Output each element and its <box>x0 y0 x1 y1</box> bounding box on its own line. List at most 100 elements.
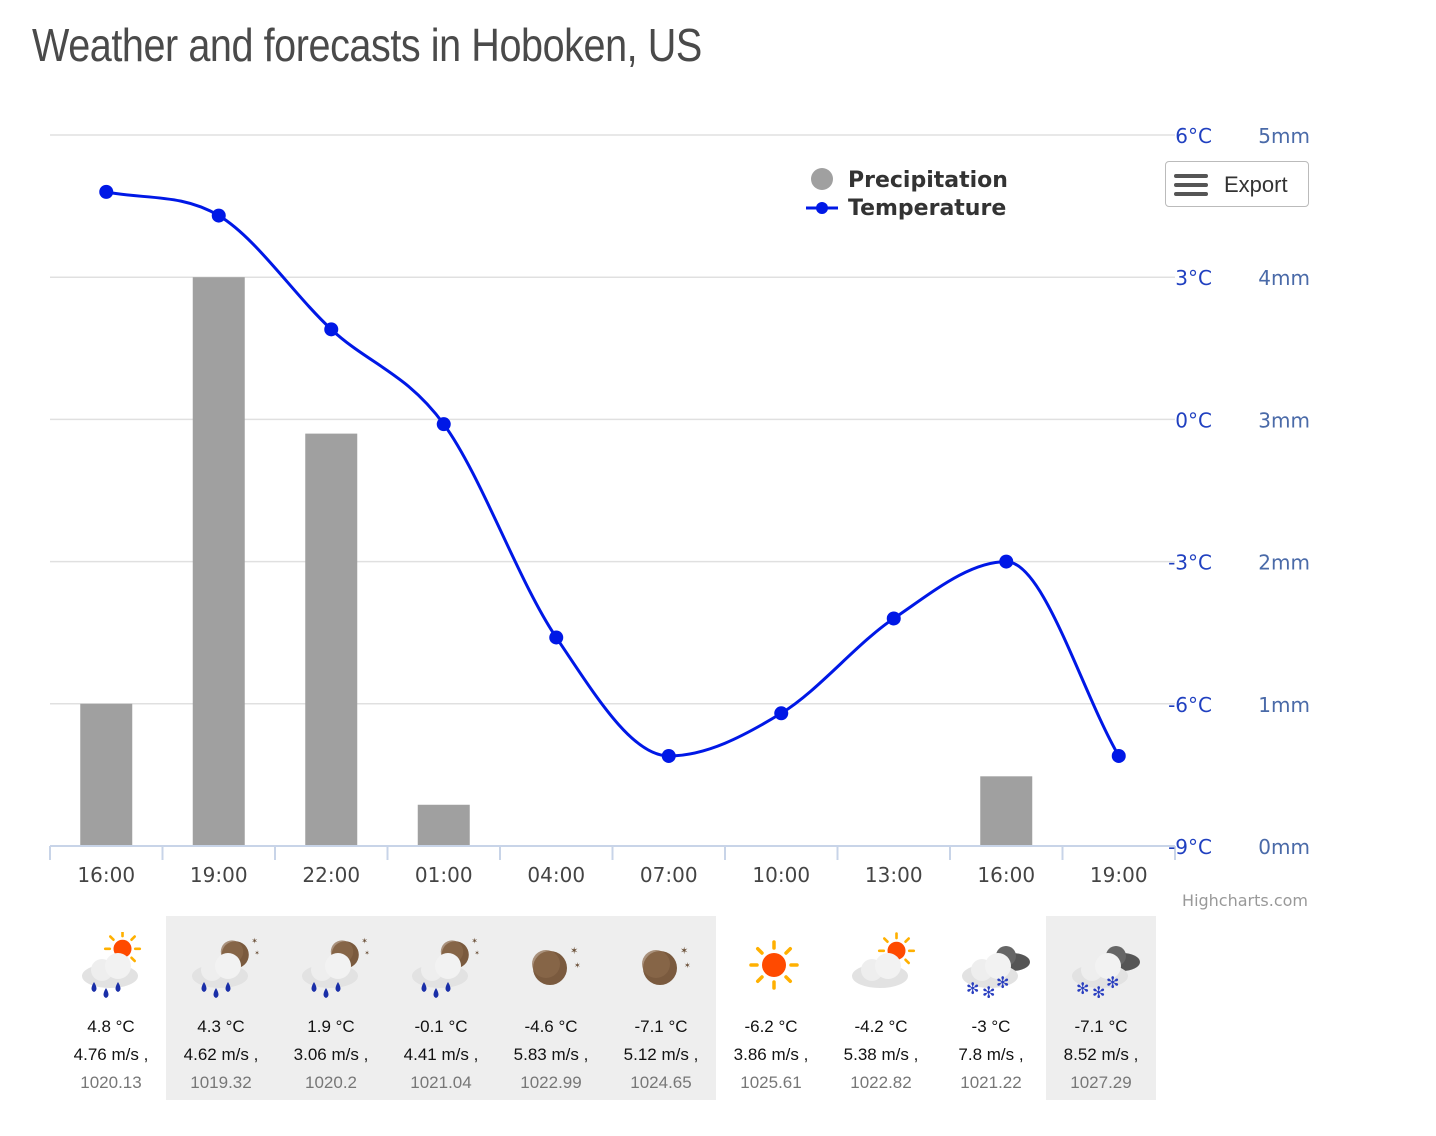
forecast-temperature: -0.1 °C <box>414 1017 468 1036</box>
rain-moon-icon: ✶ ✶ <box>406 932 482 998</box>
forecast-wind: 7.8 m/s , <box>958 1045 1024 1064</box>
forecast-cell: ✶ ✶ 1.9 °C 3.06 m/s , 1020.2 <box>276 916 386 1100</box>
x-tick-label: 22:00 <box>302 863 360 887</box>
legend-precipitation-label[interactable]: Precipitation <box>848 168 1008 193</box>
y-tick-precip: 0mm <box>1258 835 1310 859</box>
y-tick-temp: -9°C <box>1168 835 1212 859</box>
x-tick-label: 19:00 <box>1090 863 1148 887</box>
y-tick-precip: 2mm <box>1258 551 1310 575</box>
x-tick-label: 19:00 <box>190 863 248 887</box>
credits-link[interactable]: Highcharts.com <box>1182 891 1308 910</box>
forecast-pressure: 1024.65 <box>630 1073 692 1092</box>
svg-text:✻: ✻ <box>1106 973 1119 992</box>
y-axis-labels: 6°C 3°C 0°C -3°C -6°C -9°C 5mm 4mm 3mm 2mm 1mm 0mm <box>1168 124 1310 859</box>
hamburger-menu-icon <box>1174 174 1208 196</box>
temperature-point[interactable] <box>774 706 789 721</box>
forecast-cell: -4.2 °C 5.38 m/s , 1022.82 <box>826 916 936 1100</box>
forecast-cell: ✻ ✻ ✻ -3 °C 7.8 m/s , 1021.22 <box>936 916 1046 1100</box>
x-tick-label: 10:00 <box>752 863 810 887</box>
cloud-sun-icon <box>846 932 922 998</box>
temperature-point[interactable] <box>324 322 339 337</box>
y-tick-temp: 6°C <box>1175 124 1212 148</box>
snow-cloud-icon: ✻ ✻ ✻ <box>1066 932 1142 1002</box>
forecast-strip: 4.8 °C 4.76 m/s , 1020.13 ✶ ✶ 4.3 °C 4.62 m/s … <box>52 916 1162 1102</box>
forecast-wind: 5.12 m/s , <box>623 1045 699 1064</box>
forecast-temperature: -7.1 °C <box>634 1017 688 1036</box>
forecast-pressure: 1019.32 <box>190 1073 252 1092</box>
forecast-wind: 8.52 m/s , <box>1063 1045 1139 1064</box>
forecast-cell: ✻ ✻ ✻ -7.1 °C 8.52 m/s , 1027.29 <box>1046 916 1156 1100</box>
y-tick-temp: 0°C <box>1175 408 1212 432</box>
svg-text:✶: ✶ <box>361 937 368 946</box>
temperature-point[interactable] <box>99 184 114 199</box>
y-tick-precip: 1mm <box>1258 693 1310 717</box>
x-tick-label: 13:00 <box>865 863 923 887</box>
forecast-temperature: -3 °C <box>971 1017 1011 1036</box>
forecast-temperature: 4.3 °C <box>197 1017 245 1036</box>
precipitation-bar[interactable] <box>192 277 245 846</box>
forecast-cell: ✶ ✶ 4.3 °C 4.62 m/s , 1019.32 <box>166 916 276 1100</box>
forecast-cell: ✶ ✶ -4.6 °C 5.83 m/s , 1022.99 <box>496 916 606 1100</box>
temperature-point[interactable] <box>211 208 226 223</box>
temperature-point[interactable] <box>549 630 564 645</box>
forecast-wind: 4.41 m/s , <box>403 1045 479 1064</box>
y-tick-temp: 3°C <box>1175 266 1212 290</box>
x-tick-label: 07:00 <box>640 863 698 887</box>
forecast-temperature: -4.6 °C <box>524 1017 578 1036</box>
svg-text:✻: ✻ <box>996 973 1009 992</box>
svg-text:✶: ✶ <box>684 961 691 970</box>
forecast-pressure: 1021.04 <box>410 1073 472 1092</box>
legend-temperature-label[interactable]: Temperature <box>848 196 1006 221</box>
x-tick-label: 16:00 <box>977 863 1035 887</box>
y-tick-precip: 3mm <box>1258 408 1310 432</box>
moon-icon: ✶ ✶ <box>516 932 592 998</box>
legend[interactable]: Precipitation Temperature <box>806 168 1008 221</box>
weather-chart: 16:00 19:00 22:00 01:00 04:00 07:00 10:00 13:00… <box>49 124 1310 910</box>
export-button-label: Export <box>1224 172 1288 197</box>
precipitation-bar[interactable] <box>417 804 470 846</box>
y-tick-precip: 5mm <box>1258 124 1310 148</box>
temperature-point[interactable] <box>1111 748 1126 763</box>
snow-cloud-icon: ✻ ✻ ✻ <box>956 932 1032 1002</box>
svg-text:✻: ✻ <box>966 979 979 998</box>
temperature-point[interactable] <box>999 554 1014 569</box>
forecast-wind: 5.38 m/s , <box>843 1045 919 1064</box>
temperature-point[interactable] <box>436 417 451 432</box>
svg-text:✶: ✶ <box>680 946 688 957</box>
forecast-wind: 3.86 m/s , <box>733 1045 809 1064</box>
forecast-temperature: -7.1 °C <box>1074 1017 1128 1036</box>
x-axis: 16:00 19:00 22:00 01:00 04:00 07:00 10:00 13:00… <box>49 845 1176 887</box>
forecast-cell: ✶ ✶ -0.1 °C 4.41 m/s , 1021.04 <box>386 916 496 1100</box>
precipitation-bar[interactable] <box>980 776 1033 846</box>
sun-icon <box>736 932 812 998</box>
forecast-pressure: 1027.29 <box>1070 1073 1132 1092</box>
temperature-point[interactable] <box>886 611 901 626</box>
forecast-pressure: 1020.13 <box>80 1073 142 1092</box>
y-tick-temp: -6°C <box>1168 693 1212 717</box>
precipitation-bar[interactable] <box>80 703 133 846</box>
x-tick-label: 16:00 <box>77 863 135 887</box>
forecast-pressure: 1022.82 <box>850 1073 912 1092</box>
page-title: Weather and forecasts in Hoboken, US <box>32 19 702 71</box>
forecast-temperature: -4.2 °C <box>854 1017 908 1036</box>
svg-text:✶: ✶ <box>254 949 259 957</box>
forecast-pressure: 1021.22 <box>960 1073 1022 1092</box>
precipitation-bars <box>80 277 1033 846</box>
rain-sun-icon <box>76 930 152 998</box>
forecast-cell: 4.8 °C 4.76 m/s , 1020.13 <box>56 916 166 1100</box>
precipitation-bar[interactable] <box>305 433 358 846</box>
temperature-series-line <box>105 190 1121 758</box>
forecast-wind: 3.06 m/s , <box>293 1045 369 1064</box>
temperature-point[interactable] <box>661 748 676 763</box>
forecast-temperature: 1.9 °C <box>307 1017 355 1036</box>
forecast-pressure: 1025.61 <box>740 1073 802 1092</box>
temperature-line <box>99 184 1126 763</box>
export-button[interactable]: Export <box>1165 161 1309 207</box>
rain-moon-icon: ✶ ✶ <box>186 932 262 998</box>
moon-icon: ✶ ✶ <box>626 932 702 998</box>
legend-precipitation-symbol <box>811 168 833 190</box>
svg-text:✶: ✶ <box>570 946 578 957</box>
x-tick-label: 01:00 <box>415 863 473 887</box>
forecast-cell: ✶ ✶ -7.1 °C 5.12 m/s , 1024.65 <box>606 916 716 1100</box>
svg-text:✶: ✶ <box>364 949 369 957</box>
